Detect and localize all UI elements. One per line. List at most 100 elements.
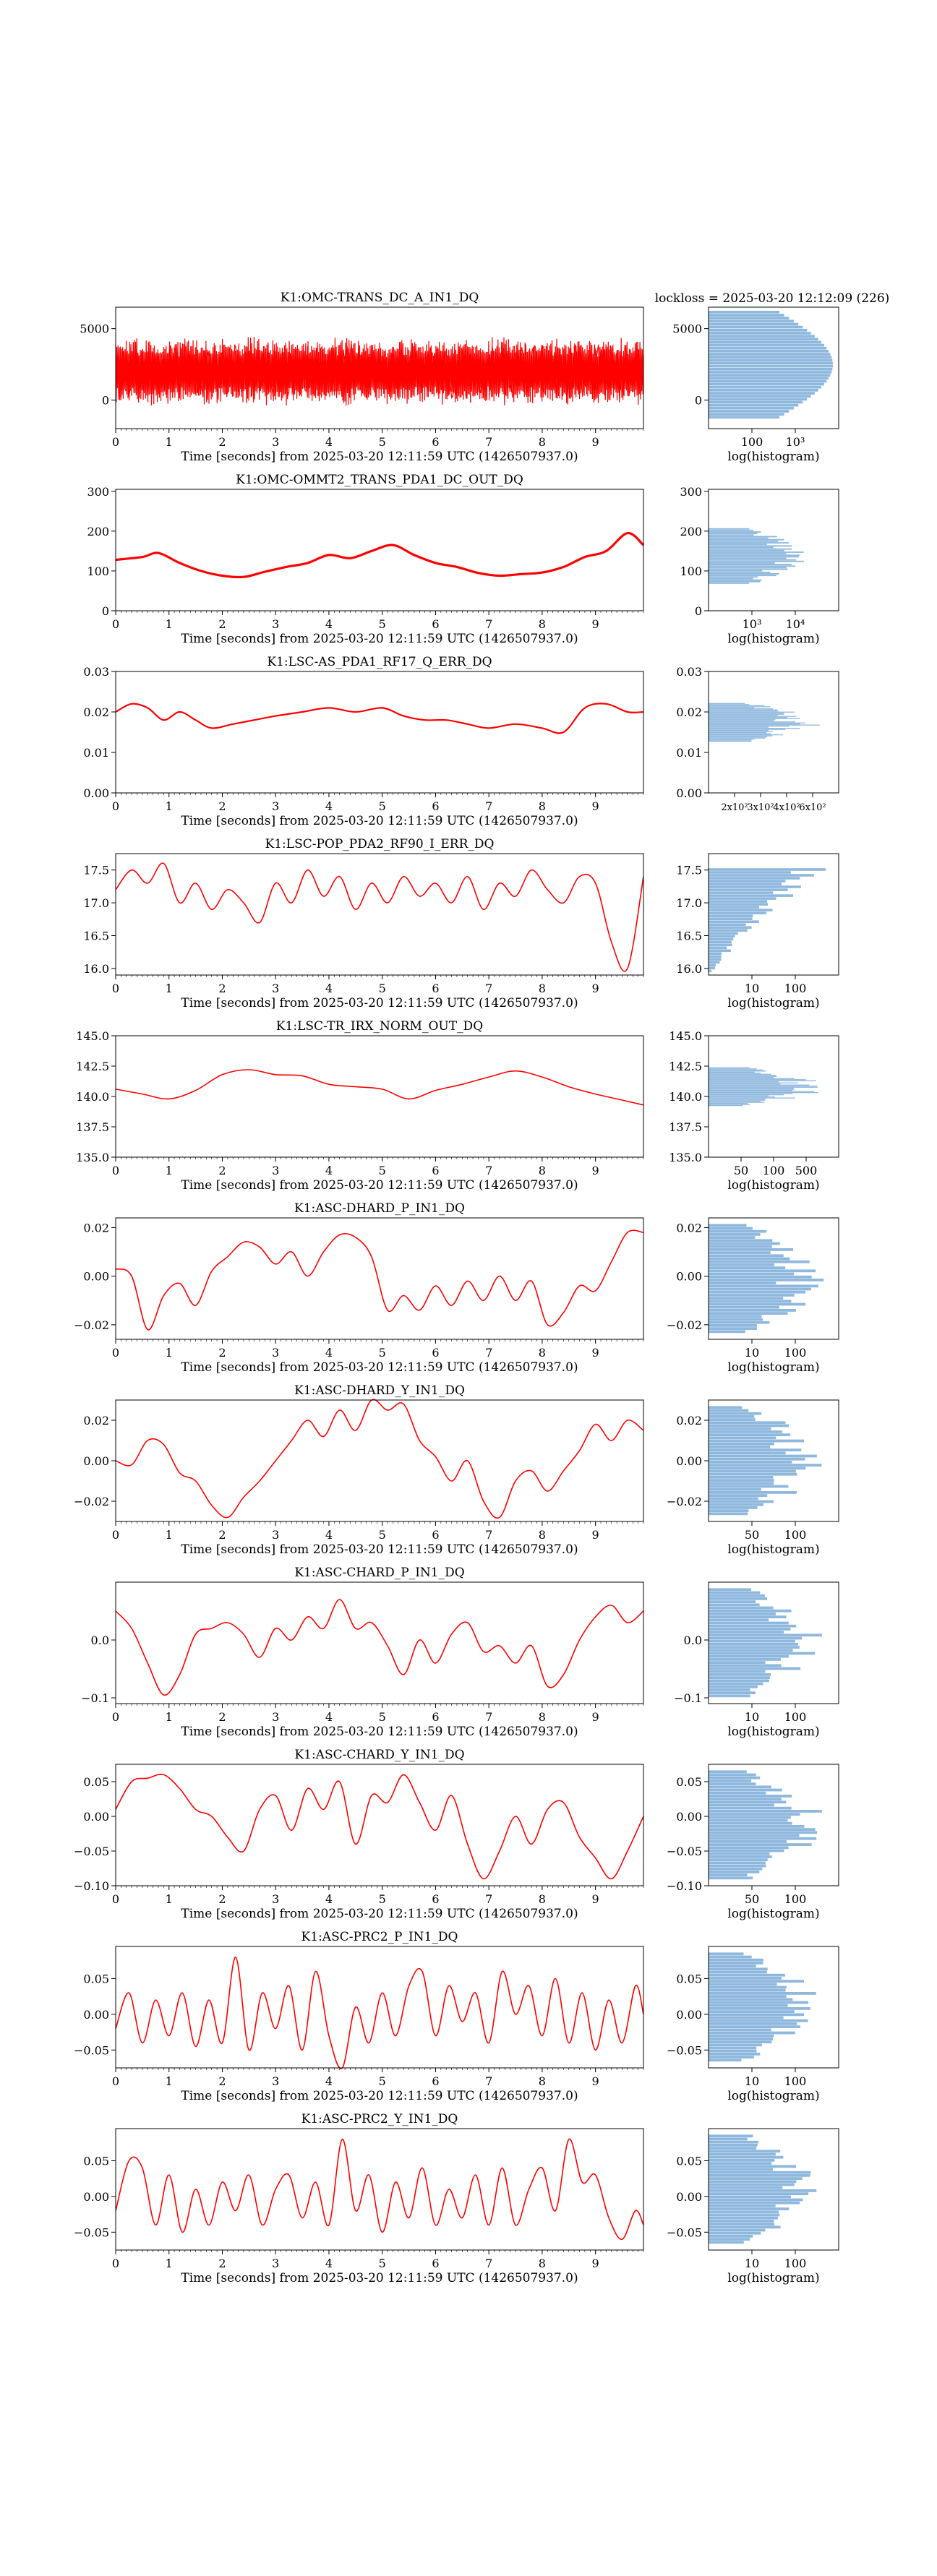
- x-tick-label: 4: [325, 617, 333, 631]
- histogram-bar: [709, 897, 776, 900]
- histogram-bar: [709, 1506, 758, 1509]
- histogram-bar: [709, 1078, 795, 1079]
- x-tick-label: 8: [539, 982, 546, 995]
- x-tick-label: 9: [592, 1346, 599, 1360]
- x-tick-label: 3: [272, 982, 279, 995]
- hist-x-tick-label: 10: [745, 982, 759, 995]
- histogram-bar: [709, 920, 759, 923]
- panel-title: K1:LSC-POP_PDA2_RF90_I_ERR_DQ: [265, 837, 495, 851]
- histogram-bar: [709, 322, 799, 326]
- histogram-bar: [709, 361, 833, 365]
- histogram-bar: [709, 2013, 805, 2017]
- histogram-bar: [709, 1676, 770, 1679]
- y-tick-label: 0.00: [83, 786, 109, 800]
- histogram-bar: [709, 1779, 752, 1782]
- x-tick-label: 6: [432, 982, 439, 995]
- hist-x-tick-label: 10: [745, 1346, 759, 1360]
- x-tick-label: 9: [592, 617, 599, 631]
- histogram-bar: [709, 2046, 757, 2050]
- x-tick-label: 4: [325, 1892, 333, 1906]
- x-tick-label: 8: [539, 1892, 546, 1906]
- histogram-bar: [709, 1427, 771, 1430]
- histogram-bar: [709, 739, 752, 741]
- x-tick-label: 8: [539, 1346, 546, 1360]
- histogram-bar: [709, 1083, 781, 1085]
- signal-group: [115, 2138, 644, 2241]
- histogram-bar: [709, 2235, 753, 2238]
- main-axes-frame: [115, 1035, 644, 1158]
- y-tick-label: 0.05: [83, 1775, 109, 1789]
- hist-axes-frame: [708, 1946, 839, 2069]
- histogram-bar: [709, 1785, 771, 1789]
- x-tick-label: 9: [592, 435, 599, 449]
- histogram-bar: [709, 1079, 806, 1081]
- histogram-bar: [709, 1421, 786, 1425]
- histogram-bars: [709, 1406, 822, 1516]
- x-tick-label: 3: [272, 1710, 279, 1724]
- hist-x-tick-label: 10⁴: [786, 617, 805, 631]
- histogram-bar: [709, 1104, 750, 1105]
- hist-y-tick-label: 0.00: [676, 1270, 702, 1284]
- histogram-bar: [709, 1791, 766, 1795]
- histogram-bar: [709, 1846, 789, 1850]
- x-tick-label: 0: [112, 1164, 119, 1177]
- histogram-bar: [709, 1236, 756, 1239]
- signal-group: [115, 703, 644, 734]
- histogram-bar: [709, 2031, 795, 2035]
- hist-x-tick-label: 100: [784, 2074, 807, 2088]
- histogram-bar: [709, 1442, 774, 1446]
- histogram-bar: [709, 1512, 748, 1516]
- signal-line: [115, 1069, 644, 1106]
- hist-x-tick-label: 100: [741, 435, 763, 449]
- hist-y-tick-label: 0.00: [676, 2008, 702, 2022]
- x-tick-label: 1: [166, 1710, 173, 1724]
- histogram-bar: [709, 1673, 771, 1676]
- histogram-bar: [709, 722, 805, 724]
- histogram-bar: [709, 2150, 781, 2153]
- histogram-bar: [709, 1073, 771, 1075]
- panel-title: K1:ASC-PRC2_P_IN1_DQ: [301, 1930, 458, 1944]
- histogram-bar: [709, 533, 758, 535]
- x-axis-label: Time [seconds] from 2025-03-20 12:11:59 …: [181, 1907, 578, 1921]
- x-tick-label: 9: [592, 982, 599, 995]
- hist-x-tick-label: 500: [795, 1164, 818, 1177]
- histogram-bar: [709, 2228, 766, 2232]
- histogram-bar: [709, 1099, 766, 1101]
- hist-axes-frame: [708, 853, 839, 976]
- histogram-bars: [709, 1770, 822, 1880]
- histogram-bar: [709, 1688, 750, 1691]
- histogram-bar: [709, 1955, 752, 1959]
- x-tick-label: 5: [379, 1710, 386, 1724]
- histogram-bar: [709, 718, 800, 719]
- histogram-bar: [709, 2001, 808, 2004]
- histogram-bar: [709, 1227, 753, 1230]
- histogram-bar: [709, 1873, 748, 1876]
- hist-y-tick-label: 0.0: [684, 1633, 702, 1647]
- histogram-bar: [709, 2225, 781, 2229]
- y-tick-label: 200: [87, 525, 109, 538]
- panel-3: K1:LSC-AS_PDA1_RF17_Q_ERR_DQ 0 1 2 3 4 5 6 7 8 9 Ti…: [83, 655, 839, 828]
- histogram-bar: [709, 2043, 762, 2047]
- x-tick-label: 5: [379, 1164, 386, 1177]
- histogram-bar: [709, 1464, 822, 1467]
- x-tick-label: 2: [218, 1346, 226, 1360]
- histogram-bar: [709, 1840, 787, 1843]
- histogram-bar: [709, 1691, 756, 1694]
- histogram-bar: [709, 2140, 759, 2144]
- histogram-bar: [709, 2152, 776, 2156]
- histogram-bar: [709, 1324, 757, 1327]
- x-tick-label: 3: [272, 2257, 279, 2270]
- x-axis-label: Time [seconds] from 2025-03-20 12:11:59 …: [181, 1542, 578, 1557]
- hist-x-tick-label: 50: [745, 1528, 759, 1542]
- x-tick-label: 7: [485, 617, 492, 631]
- histogram-bar: [709, 711, 795, 713]
- histogram-bar: [709, 1985, 787, 1989]
- signal-group: [115, 1399, 644, 1519]
- hist-x-tick-label: 10: [745, 2257, 759, 2270]
- hist-x-tick-label: 50: [745, 1892, 759, 1906]
- x-tick-label: 6: [432, 1892, 439, 1906]
- panel-1: K1:OMC-TRANS_DC_A_IN1_DQ 0 1 2 3 4 5 6 7 8 9 Time […: [80, 291, 839, 464]
- histogram-bar: [709, 1467, 806, 1470]
- x-tick-label: 7: [485, 799, 492, 813]
